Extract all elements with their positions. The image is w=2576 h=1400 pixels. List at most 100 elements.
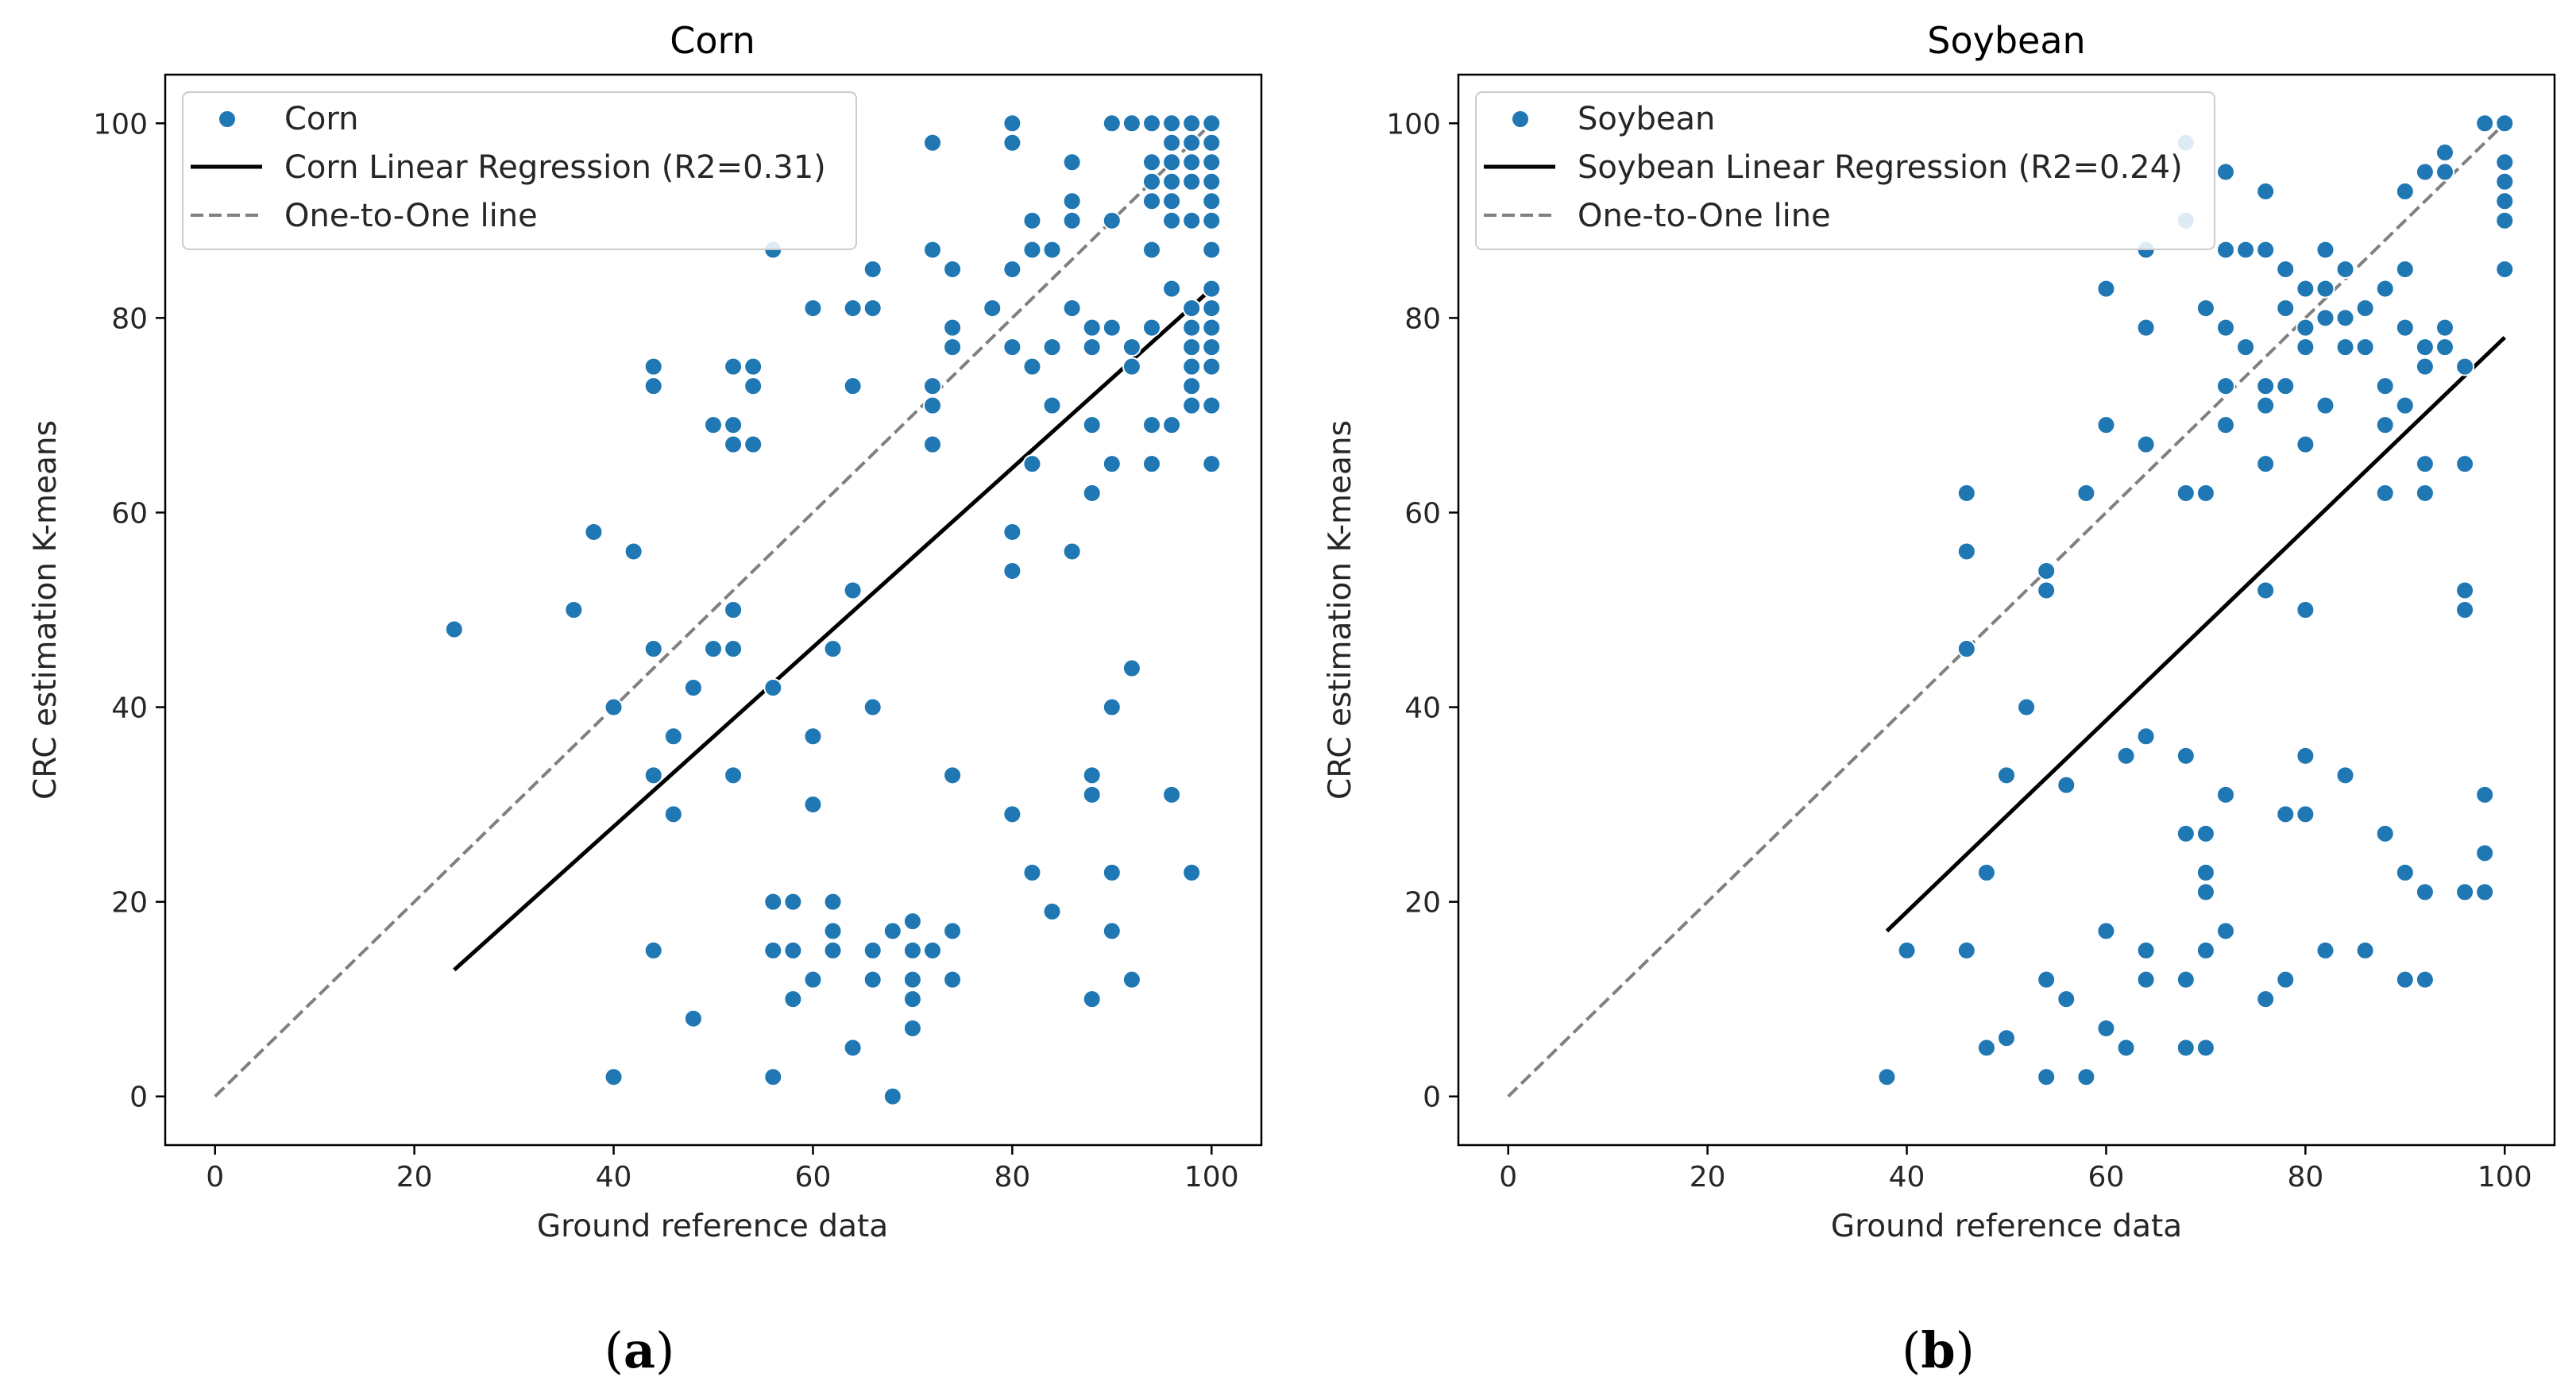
corn-data-point [1102, 210, 1122, 230]
corn-data-point [704, 415, 723, 435]
corn-data-point [1202, 395, 1222, 415]
soybean-data-point [2495, 172, 2515, 191]
corn-data-point [1002, 804, 1022, 824]
soybean-data-point [2037, 1067, 2057, 1087]
corn-data-point [1122, 114, 1141, 133]
soybean-data-point [2276, 299, 2296, 318]
corn-legend-box [182, 91, 857, 250]
corn-data-point [1022, 862, 1042, 882]
soybean-data-point [2495, 260, 2515, 280]
soybean-data-point [2296, 318, 2315, 337]
soybean-data-point [2475, 785, 2495, 804]
soybean-data-point [2435, 337, 2454, 357]
soybean-data-point [1997, 766, 2016, 785]
corn-y-tick-label: 80 [111, 303, 148, 335]
corn-x-tick-label: 80 [994, 1161, 1030, 1194]
soybean-data-point [2096, 415, 2116, 435]
corn-data-point [1142, 454, 1161, 474]
corn-data-point [724, 357, 743, 376]
corn-data-point [923, 133, 942, 152]
corn-data-point [1002, 522, 1022, 542]
soybean-data-point [2176, 746, 2196, 766]
soybean-data-point [2375, 376, 2395, 396]
corn-data-point [943, 337, 963, 357]
corn-data-point [1182, 357, 1202, 376]
corn-data-point [943, 766, 963, 785]
corn-data-point [663, 727, 683, 746]
soybean-data-point [2296, 600, 2315, 619]
corn-data-point [1062, 152, 1082, 172]
soybean-data-point [2096, 921, 2116, 941]
soybean-data-point [2455, 600, 2475, 619]
corn-y-tick-label: 100 [93, 108, 148, 141]
soybean-data-point [2256, 580, 2276, 600]
soybean-data-point [2355, 299, 2375, 318]
soybean-data-point [2415, 882, 2435, 902]
soybean-data-point [2335, 337, 2355, 357]
corn-data-point [1062, 299, 1082, 318]
soybean-data-point [2216, 415, 2235, 435]
corn-data-point [1202, 133, 1222, 152]
soybean-data-point [2455, 357, 2475, 376]
corn-data-point [1202, 210, 1222, 230]
corn-data-point [902, 912, 922, 931]
corn-data-point [943, 318, 963, 337]
corn-data-point [1162, 210, 1182, 230]
soybean-data-point [2296, 337, 2315, 357]
soybean-data-point [2296, 746, 2315, 766]
soybean-data-point [2455, 454, 2475, 474]
soybean-data-point [2136, 318, 2156, 337]
corn-data-point [724, 766, 743, 785]
corn-data-point [943, 970, 963, 989]
corn-points [444, 114, 1222, 1106]
corn-data-point [1002, 561, 1022, 580]
corn-x-tick-label: 20 [396, 1161, 433, 1194]
soybean-data-point [2415, 483, 2435, 503]
soybean-data-point [1956, 940, 1976, 960]
soybean-data-point [2196, 940, 2215, 960]
corn-data-point [1182, 862, 1202, 882]
corn-data-point [604, 1067, 624, 1087]
corn-data-point [643, 940, 663, 960]
corn-data-point [1142, 172, 1161, 191]
corn-data-point [1082, 483, 1102, 503]
soybean-data-point [2256, 376, 2276, 396]
corn-y-tick-label: 60 [111, 497, 148, 530]
soybean-data-point [2196, 1038, 2215, 1058]
soybean-data-point [2116, 1038, 2136, 1058]
soybean-legend-label-one-to-one: One-to-One line [1578, 198, 1831, 234]
corn-data-point [1202, 454, 1222, 474]
corn-data-point [643, 357, 663, 376]
corn-data-point [1102, 862, 1122, 882]
corn-data-point [743, 376, 763, 396]
soybean-data-point [2315, 395, 2335, 415]
corn-data-point [1002, 133, 1022, 152]
corn-data-point [1202, 240, 1222, 260]
corn-data-point [923, 434, 942, 454]
corn-data-point [863, 970, 882, 989]
corn-data-point [704, 639, 723, 659]
soybean-data-point [2475, 882, 2495, 902]
corn-data-point [1022, 357, 1042, 376]
corn-data-point [863, 299, 882, 318]
corn-data-point [1202, 152, 1222, 172]
corn-data-point [1002, 114, 1022, 133]
corn-data-point [724, 415, 743, 435]
corn-legend: Corn Corn Linear Regression (R2=0.31) On… [182, 91, 857, 250]
corn-y-axis-label: CRC estimation K-means [28, 420, 64, 800]
corn-data-point [1082, 989, 1102, 1009]
corn-data-point [1162, 415, 1182, 435]
soybean-data-point [2415, 970, 2435, 989]
soybean-data-point [2057, 775, 2076, 795]
corn-legend-marker-points [218, 110, 237, 129]
soybean-data-point [2375, 415, 2395, 435]
corn-x-ticks: 0 20 40 60 80 100 [206, 1145, 1239, 1194]
corn-data-point [1162, 785, 1182, 804]
corn-y-tick-label: 0 [129, 1082, 148, 1114]
corn-data-point [1162, 114, 1182, 133]
corn-legend-label-one-to-one: One-to-One line [284, 198, 538, 234]
soybean-data-point [2276, 804, 2296, 824]
corn-data-point [783, 989, 803, 1009]
corn-legend-label-regression: Corn Linear Regression (R2=0.31) [284, 149, 826, 186]
corn-x-axis-label: Ground reference data [537, 1209, 888, 1244]
